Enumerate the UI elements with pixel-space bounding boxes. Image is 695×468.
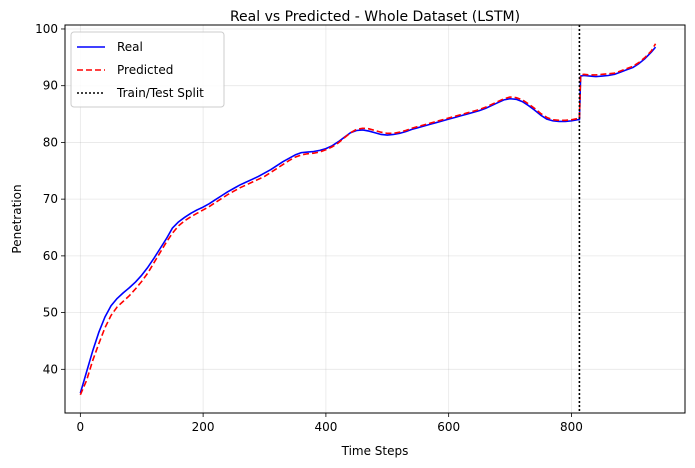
legend-box: [70, 31, 225, 108]
y-axis-label: Penetration: [10, 184, 24, 253]
series-line-predicted: [79, 43, 657, 396]
y-tick-label: 100: [35, 22, 58, 36]
plot-lines: [79, 25, 657, 413]
x-tick-label: 800: [560, 420, 583, 434]
plot-frame: [64, 24, 686, 414]
y-tick-label: 60: [43, 249, 58, 263]
legend-label-split: Train/Test Split: [116, 86, 204, 100]
y-tick-label: 80: [43, 135, 58, 149]
legend-label-real: Real: [117, 40, 143, 54]
x-axis-label: Time Steps: [341, 444, 409, 458]
x-tick-label: 200: [192, 420, 215, 434]
y-tick-label: 90: [43, 79, 58, 93]
y-tick-label: 50: [43, 306, 58, 320]
x-tick-label: 600: [437, 420, 460, 434]
legend: Real Predicted Train/Test Split: [70, 31, 225, 108]
axis-ticks: 0 200 400 600 800 40 50 60 70 80 90 100: [35, 22, 583, 434]
legend-label-predicted: Predicted: [117, 63, 173, 77]
x-tick-label: 400: [314, 420, 337, 434]
y-tick-label: 70: [43, 192, 58, 206]
grid: [65, 25, 685, 413]
x-tick-label: 0: [77, 420, 85, 434]
series-line-real: [79, 46, 657, 394]
y-tick-label: 40: [43, 362, 58, 376]
chart-title: Real vs Predicted - Whole Dataset (LSTM): [230, 9, 520, 25]
